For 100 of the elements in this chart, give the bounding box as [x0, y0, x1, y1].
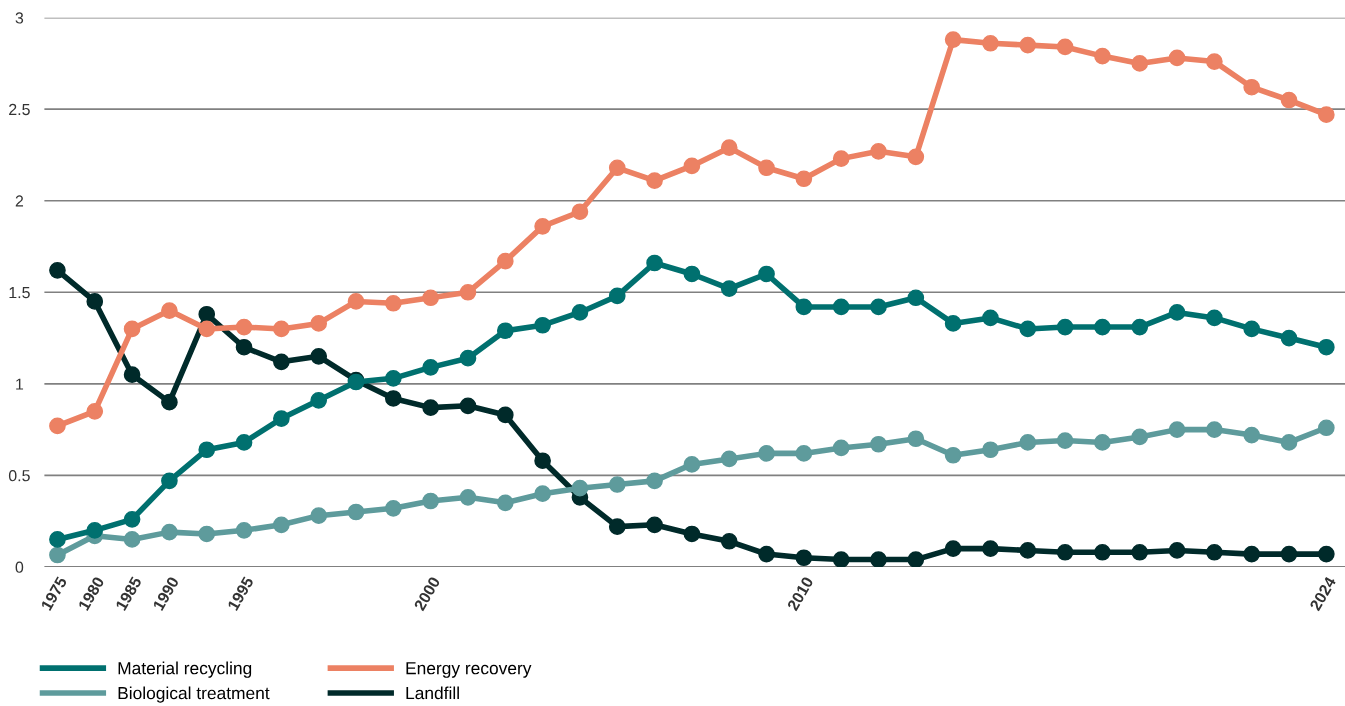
point: [944, 31, 962, 48]
point: [198, 320, 216, 338]
point: [347, 503, 365, 521]
point: [1206, 421, 1223, 438]
point: [384, 370, 402, 387]
point: [235, 521, 253, 539]
point: [832, 551, 850, 567]
point: [459, 397, 477, 415]
point: [1280, 545, 1298, 563]
point: [161, 393, 178, 411]
point: [1243, 320, 1261, 338]
y-tick-label: 0.5: [8, 470, 30, 482]
point: [1280, 434, 1298, 451]
point: [870, 551, 887, 567]
point: [1243, 78, 1261, 96]
y-tick-label: 3: [15, 12, 24, 24]
point: [1131, 318, 1149, 336]
point: [1131, 543, 1149, 561]
point: [161, 523, 178, 541]
point: [496, 252, 514, 270]
point: [459, 349, 477, 367]
y-tick-label: 2.5: [9, 103, 30, 116]
point: [534, 452, 551, 470]
point: [907, 430, 925, 448]
point: [608, 287, 626, 305]
point: [235, 434, 253, 451]
point: [49, 261, 66, 279]
point: [982, 309, 999, 327]
point: [273, 353, 290, 371]
point: [534, 218, 551, 235]
y-tick-label: 0: [15, 561, 24, 573]
point: [683, 265, 701, 283]
point: [235, 338, 253, 356]
point: [758, 265, 775, 283]
point: [459, 283, 477, 301]
point: [1243, 545, 1261, 563]
point: [1206, 543, 1223, 561]
point: [982, 34, 999, 52]
point: [198, 305, 216, 323]
legend-label: Energy recovery: [406, 662, 532, 678]
point: [1056, 432, 1074, 449]
point: [273, 410, 290, 427]
point: [1318, 338, 1335, 356]
point: [795, 445, 813, 462]
point: [907, 551, 925, 567]
point: [720, 139, 738, 156]
point: [198, 441, 216, 459]
point: [123, 531, 141, 548]
point: [758, 545, 775, 563]
point: [310, 315, 328, 332]
point: [1019, 542, 1037, 559]
point: [310, 391, 328, 409]
point: [795, 549, 813, 567]
point: [646, 516, 663, 534]
point: [982, 441, 999, 459]
point: [310, 348, 328, 365]
point: [347, 293, 365, 310]
legend-label: Biological treatment: [118, 686, 270, 703]
point: [384, 499, 402, 517]
legend-label: Material recycling: [118, 661, 252, 678]
point: [1056, 318, 1074, 336]
point: [123, 320, 141, 338]
point: [1280, 91, 1298, 109]
point: [982, 540, 999, 557]
point: [608, 518, 626, 535]
point: [123, 510, 141, 528]
point: [571, 203, 589, 221]
point: [944, 315, 962, 332]
point: [870, 298, 887, 316]
point: [1056, 38, 1074, 56]
point: [832, 439, 850, 457]
point: [1019, 320, 1037, 338]
point: [86, 521, 104, 539]
point: [161, 302, 178, 319]
point: [496, 322, 514, 340]
point: [1094, 543, 1111, 561]
point: [161, 472, 178, 490]
point: [49, 531, 66, 548]
point: [49, 546, 66, 564]
point: [235, 318, 253, 336]
point: [1168, 421, 1186, 438]
point: [422, 359, 439, 376]
point: [310, 507, 328, 524]
point: [758, 445, 775, 462]
point: [907, 148, 925, 166]
point: [1168, 49, 1186, 67]
point: [832, 150, 850, 167]
point: [944, 446, 962, 464]
point: [683, 525, 701, 543]
point: [1094, 434, 1111, 451]
point: [422, 399, 439, 416]
point: [1206, 309, 1223, 327]
point: [1131, 428, 1149, 446]
point: [758, 159, 775, 177]
point: [422, 492, 439, 510]
point: [534, 485, 551, 503]
point: [86, 402, 104, 420]
point: [273, 320, 290, 338]
point: [683, 157, 701, 175]
point: [608, 476, 626, 493]
